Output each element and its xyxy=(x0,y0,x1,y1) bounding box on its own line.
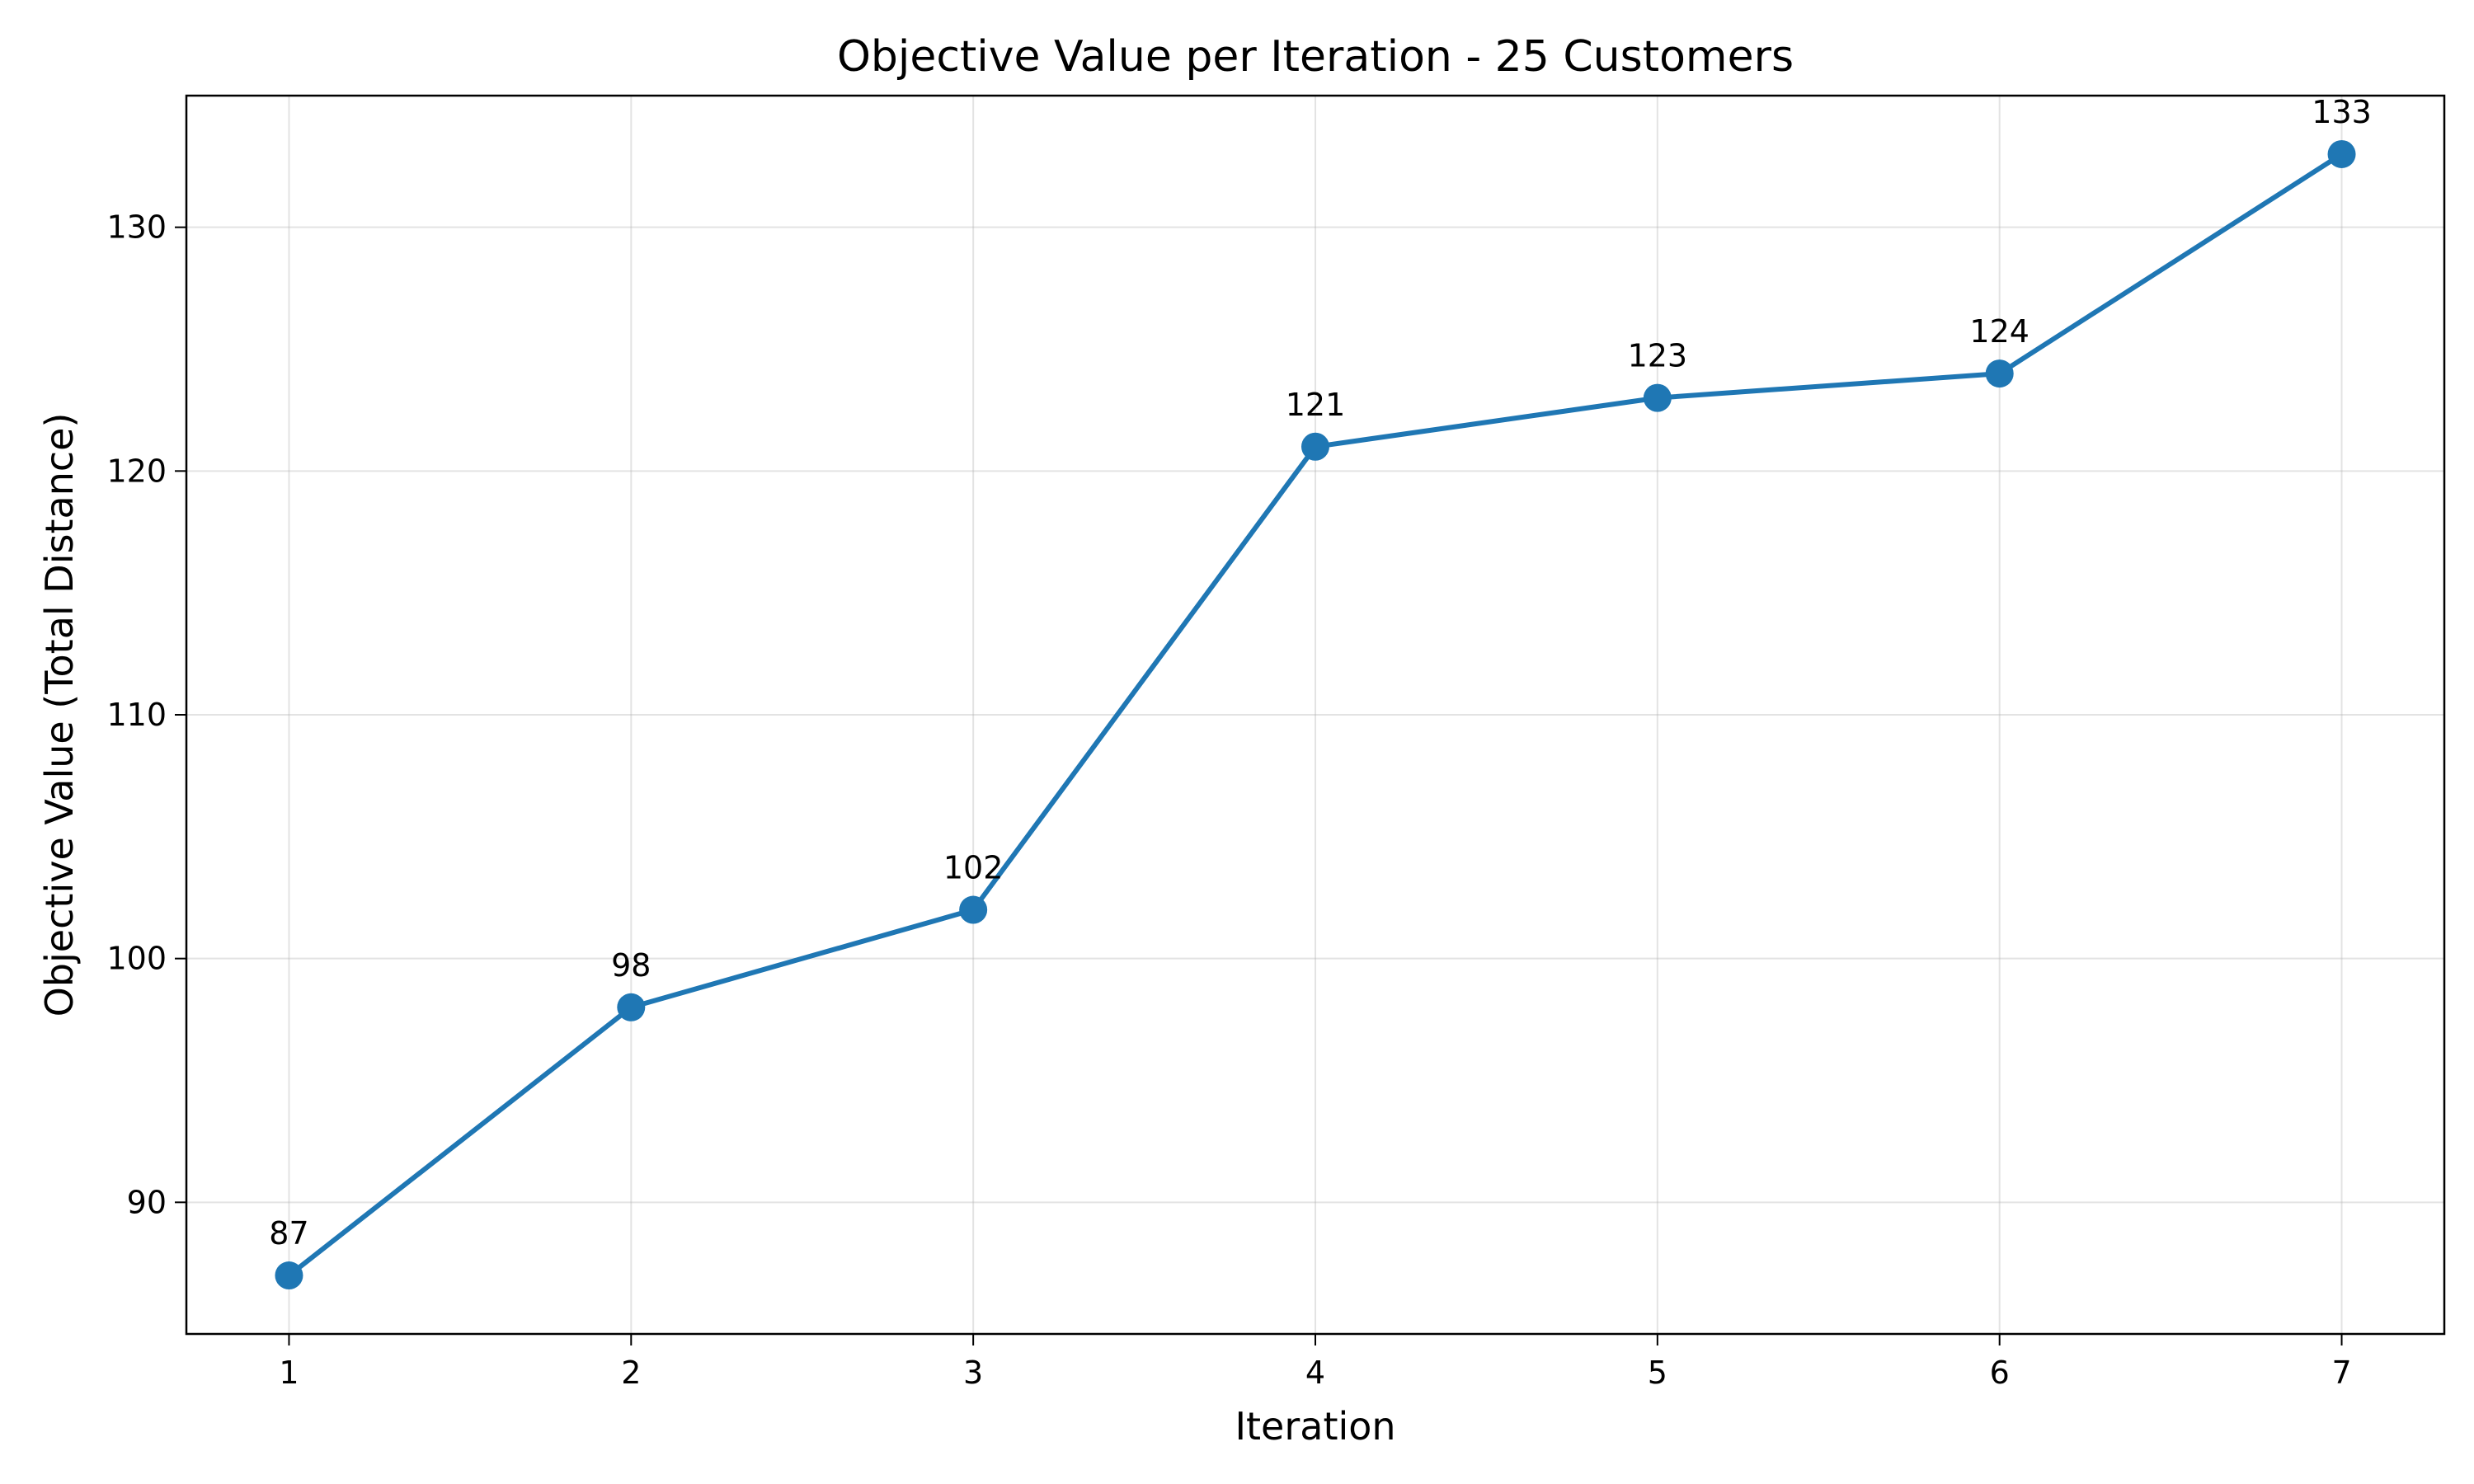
x-tick-label: 5 xyxy=(1648,1355,1667,1391)
x-tick-label: 1 xyxy=(279,1355,299,1391)
data-label: 98 xyxy=(611,947,651,984)
x-tick-label: 4 xyxy=(1305,1355,1325,1391)
data-point xyxy=(959,895,988,924)
data-label: 102 xyxy=(943,850,1004,886)
data-label: 121 xyxy=(1286,387,1346,423)
y-tick-label: 130 xyxy=(106,209,167,246)
data-point xyxy=(2327,139,2356,168)
data-label: 133 xyxy=(2312,94,2372,130)
y-tick-label: 100 xyxy=(106,941,167,977)
x-tick-label: 2 xyxy=(621,1355,641,1391)
series-layer: 87 98 102 121 123 124 133 xyxy=(269,94,2372,1290)
x-axis-label: Iteration xyxy=(1235,1404,1395,1449)
plot-frame xyxy=(185,94,2446,1336)
data-label: 123 xyxy=(1628,338,1688,374)
grid xyxy=(186,96,2444,1334)
y-axis-label: Objective Value (Total Distance) xyxy=(37,413,82,1017)
data-point xyxy=(1643,383,1672,412)
x-tick-label: 3 xyxy=(963,1355,983,1391)
y-tick-label: 120 xyxy=(106,453,167,489)
data-point xyxy=(275,1261,303,1290)
y-tick-label: 110 xyxy=(106,697,167,733)
data-label: 87 xyxy=(269,1215,308,1252)
y-tick-label: 90 xyxy=(127,1184,167,1220)
x-tick-label: 6 xyxy=(1990,1355,2010,1391)
data-point xyxy=(617,993,646,1021)
data-point xyxy=(1301,432,1329,461)
data-point xyxy=(1985,359,2014,388)
chart-title: Objective Value per Iteration - 25 Custo… xyxy=(837,32,1794,82)
data-label: 124 xyxy=(1969,313,2030,350)
x-tick-label: 7 xyxy=(2331,1355,2351,1391)
